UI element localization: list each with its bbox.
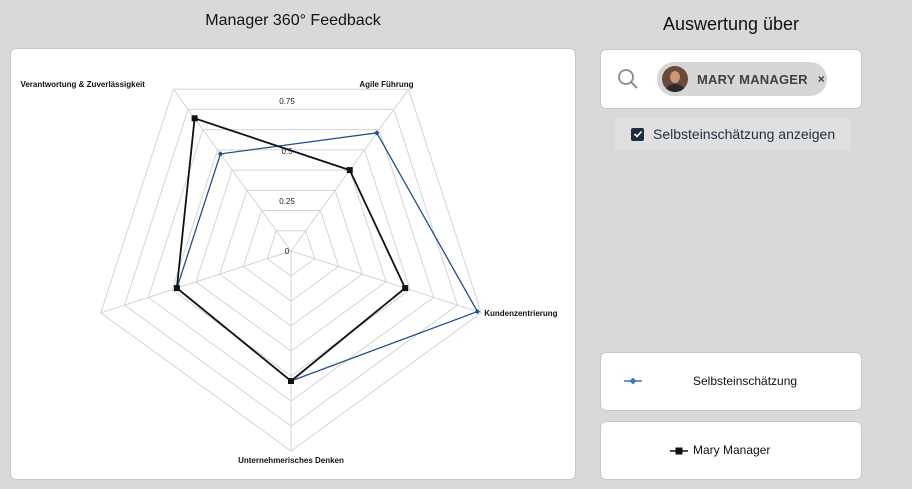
radial-tick-label: 0.5: [281, 147, 293, 156]
axis-spoke: [100, 250, 292, 314]
radial-tick-label: 0.25: [279, 197, 295, 206]
grid-ring: [266, 230, 316, 277]
radar-chart: 0 0.25 0.5 0.75 Agile Führung Kundenzentrier…: [20, 80, 557, 465]
radar-series: [173, 115, 481, 384]
search-field[interactable]: MARY MANAGER ×: [600, 49, 862, 109]
checkmark-icon: [633, 130, 642, 138]
radial-tick-label: 0: [285, 247, 290, 256]
series-line: [175, 117, 407, 383]
axis-spoke: [290, 250, 482, 314]
diamond-line-marker-icon: [624, 377, 642, 385]
grid-ring: [242, 210, 340, 302]
search-icon: [618, 69, 638, 89]
series-point: [402, 285, 409, 292]
legend-item-self-assessment[interactable]: Selbsteinschätzung: [600, 352, 862, 411]
series-point: [217, 151, 224, 157]
grid-ring: [147, 129, 435, 402]
radar-axis-labels: Agile Führung Kundenzentrierung Unternehme…: [20, 80, 557, 465]
radial-tick-label: 0.75: [279, 97, 295, 106]
axis-label: Kundenzentrierung: [484, 309, 557, 318]
axis-label: Agile Führung: [359, 80, 413, 89]
axis-label: Unternehmerisches Denken: [238, 456, 344, 465]
close-icon[interactable]: ×: [817, 72, 825, 86]
series-point: [173, 285, 180, 292]
radar-chart-card: 0 0.25 0.5 0.75 Agile Führung Kundenzentrier…: [10, 48, 576, 480]
series-point: [474, 308, 481, 315]
self-assessment-toggle[interactable]: Selbsteinschätzung anzeigen: [615, 118, 850, 150]
radar-tick-labels: 0 0.25 0.5 0.75: [279, 97, 295, 256]
legend-label: Selbsteinschätzung: [693, 374, 798, 388]
panel-title: Auswertung über: [662, 14, 800, 34]
grid-ring: [123, 108, 459, 427]
selected-person-chip[interactable]: MARY MANAGER ×: [657, 62, 827, 96]
series-point: [374, 130, 380, 136]
series-point: [346, 167, 353, 174]
legend-item-mary-manager[interactable]: Mary Manager: [600, 421, 862, 480]
axis-label: Verantwortung & Zuverlässigkeit: [20, 80, 145, 89]
checkbox-label: Selbsteinschätzung anzeigen: [653, 126, 836, 142]
chip-label: MARY MANAGER: [697, 71, 808, 87]
grid-ring: [195, 169, 387, 352]
series-point: [288, 378, 294, 384]
checkbox[interactable]: [631, 127, 644, 141]
grid-ring: [100, 88, 482, 452]
avatar: [662, 66, 688, 92]
square-line-marker-icon: [670, 447, 688, 455]
series-point: [191, 115, 198, 122]
grid-ring: [219, 189, 363, 327]
chart-title: Manager 360° Feedback: [205, 12, 381, 29]
radar-spokes: [100, 88, 482, 451]
legend-label: Mary Manager: [693, 443, 771, 457]
